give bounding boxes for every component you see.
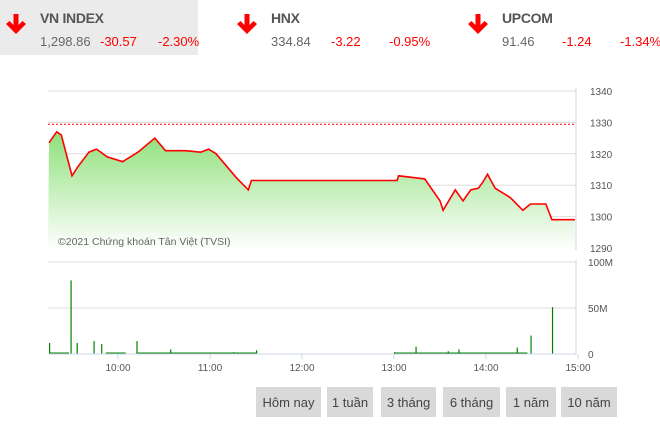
- time-tick-label: 13:00: [381, 363, 406, 374]
- ticker-percent: -1.34%: [620, 34, 660, 49]
- volume-bar: [101, 343, 103, 354]
- ticker-name: UPCOM: [502, 10, 553, 26]
- volume-bar: [458, 349, 460, 354]
- ticker-value: 1,298.86: [40, 34, 91, 49]
- ticker-change: -3.22: [331, 34, 361, 49]
- price-tick-label: 1290: [590, 244, 613, 255]
- ticker-name: VN INDEX: [40, 10, 104, 26]
- price-area: [48, 131, 575, 250]
- arrow-down-icon: [468, 14, 488, 34]
- range-button-4[interactable]: 1 năm: [506, 387, 556, 417]
- index-chart: ©2021 Chứng khoán Tân Việt (TVSI) 1290 13…: [48, 87, 613, 374]
- range-button-2[interactable]: 3 tháng: [381, 387, 436, 417]
- time-tick-label: 15:00: [565, 363, 590, 374]
- price-tick-label: 1310: [590, 181, 613, 192]
- time-tick-label: 12:00: [289, 363, 314, 374]
- time-tick-label: 14:00: [473, 363, 498, 374]
- ticker-name: HNX: [271, 10, 300, 26]
- price-line: [48, 130, 575, 221]
- volume-bar: [530, 335, 532, 354]
- ticker-hnx[interactable]: HNX 334.84 -3.22 -0.95%: [231, 0, 431, 55]
- ticker-vn-index[interactable]: VN INDEX 1,298.86 -30.57 -2.30%: [0, 0, 200, 55]
- volume-bar: [516, 347, 518, 354]
- range-button-1[interactable]: 1 tuần: [327, 387, 373, 417]
- range-button-0[interactable]: Hôm nay: [256, 387, 321, 417]
- ticker-percent: -2.30%: [158, 34, 200, 49]
- ticker-change: -1.24: [562, 34, 592, 49]
- volume-bar: [170, 349, 172, 354]
- ticker-percent: -0.95%: [389, 34, 431, 49]
- price-tick-label: 1300: [590, 213, 613, 224]
- volume-tick-label: 0: [588, 350, 594, 361]
- range-button-3[interactable]: 6 tháng: [443, 387, 500, 417]
- volume-bar: [136, 341, 138, 354]
- ticker-change: -30.57: [100, 34, 137, 49]
- time-tick-label: 10:00: [105, 363, 130, 374]
- volume-bar: [70, 280, 72, 354]
- arrow-down-icon: [6, 14, 26, 34]
- volume-bar: [93, 341, 95, 354]
- volume-bar: [551, 307, 554, 354]
- volume-tick-label: 100M: [588, 258, 613, 269]
- price-tick-label: 1340: [590, 87, 613, 98]
- volume-bar: [256, 350, 258, 354]
- price-tick-label: 1330: [590, 118, 613, 129]
- ticker-value: 334.84: [271, 34, 311, 49]
- arrow-down-icon: [237, 14, 257, 34]
- range-button-5[interactable]: 10 năm: [561, 387, 617, 417]
- volume-bar: [415, 346, 417, 354]
- volume-bar: [49, 342, 51, 354]
- ticker-value: 91.46: [502, 34, 535, 49]
- time-tick-label: 11:00: [198, 363, 223, 374]
- volume-tick-label: 50M: [588, 304, 607, 315]
- price-tick-label: 1320: [590, 150, 613, 161]
- ticker-upcom[interactable]: UPCOM 91.46 -1.24 -1.34%: [462, 0, 660, 55]
- volume-bar: [76, 342, 78, 354]
- copyright: ©2021 Chứng khoán Tân Việt (TVSI): [58, 236, 231, 248]
